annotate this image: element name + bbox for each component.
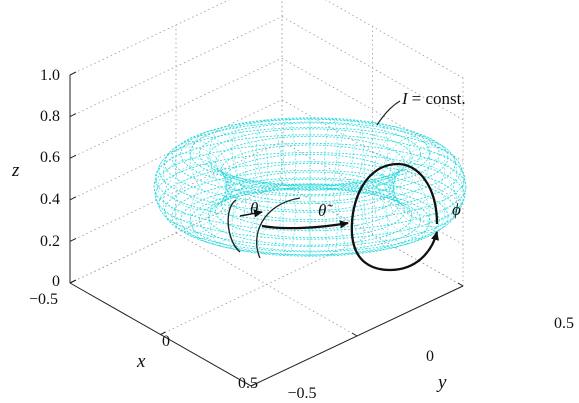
grid-line [325,0,464,79]
grid-line [281,16,464,120]
torus-meridian [256,182,282,255]
z-tick-label: 0 [52,273,60,290]
z-tick-label: 0.8 [40,108,60,125]
torus-meridian [163,163,232,234]
theta-tilde-arrow [261,220,349,230]
z-tick-label: 0.4 [40,191,60,208]
torus-meridian [190,130,246,201]
x-tick-mark [250,383,257,387]
z-tick-label: 1.0 [40,67,60,84]
invariant-relation: = const. [412,89,466,108]
x-axis-label: x [136,351,146,372]
grid-line [69,0,230,76]
torus-surface [153,117,467,257]
torus-meridian [209,126,257,197]
z-axis-label: z [11,160,20,181]
torus-meridian [388,163,457,234]
y-tick-label: −0.5 [287,385,316,402]
torus-meridian [153,152,227,222]
theta-label: θ [250,199,258,218]
torus-meridian [174,168,238,239]
torus-meridian [156,158,228,228]
torus-meridian [338,182,364,255]
y-axis-label: y [436,372,447,393]
x-tick-mark [160,331,166,335]
x-tick-label: 0 [162,333,170,350]
torus-meridian [374,173,430,244]
grid-line [175,232,358,337]
torus-meridian [256,119,282,192]
torus-meridian [282,184,296,256]
z-tick-mark [69,154,77,159]
phi-loop [350,162,439,272]
torus-meridian [324,184,338,256]
z-tick-label: 0.2 [40,233,60,250]
z-tick-mark [69,196,77,201]
z-tick-label: 0.6 [40,149,60,166]
torus-meridian [392,158,464,228]
y-tick-label: 0 [426,348,434,365]
y-tick-mark [351,332,358,337]
z-tick-mark [69,237,77,242]
x-tick-label: 0.5 [238,375,258,392]
torus-ring [220,178,400,230]
theta-cross-section [227,199,241,253]
x-tick-mark [69,280,76,284]
z-tick-mark [69,71,77,76]
torus-meridian [363,126,411,197]
torus-meridian [338,119,364,192]
torus-meridian [156,146,228,216]
torus-meridian [282,118,296,190]
torus-meridian [324,118,338,190]
x-tick-label: −0.5 [29,291,58,308]
torus-meridian [190,173,246,244]
torus-meridian [393,152,467,222]
phi-label: ϕ [452,200,461,219]
y-axis-ticks: −0.5 0 0.5 [287,315,574,402]
torus-meridian [231,122,269,194]
theta-tilde-cross-section [256,197,301,259]
y-tick-mark [457,282,464,287]
axes-grid [69,0,464,387]
grid-line [69,16,283,117]
z-tick-mark [69,113,77,118]
theta-tilde-label: θ̃ [318,201,333,220]
grid-line [69,57,283,159]
grid-line [281,99,464,204]
invariant-label: I = const. [401,89,466,108]
torus-meridian [163,140,232,211]
y-tick-mark [245,382,252,387]
x-axis-ticks: −0.5 0 0.5 [29,291,258,392]
theta-arrow [239,209,263,218]
torus-ring [180,117,440,191]
grid-line [281,57,464,162]
torus-meridian [382,168,446,239]
invariant-symbol: I [401,89,409,108]
invariant-leader-line [376,100,401,126]
annotation-curves [227,100,439,272]
torus-meridian [382,135,446,206]
torus-meridian [392,146,464,216]
z-axis-ticks: 1.0 0.8 0.6 0.4 0.2 0 [40,67,60,290]
torus-meridian [388,140,457,211]
y-tick-label: 0.5 [554,315,574,332]
torus-meridian [174,135,238,206]
